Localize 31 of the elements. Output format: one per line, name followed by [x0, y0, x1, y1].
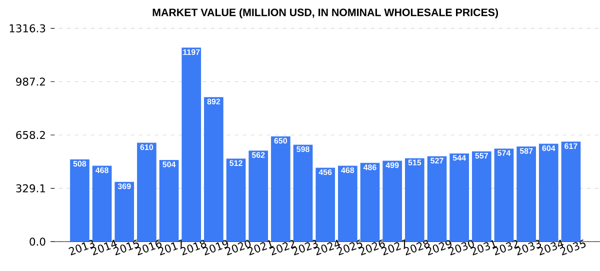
chart-title: MARKET VALUE (MILLION USD, IN NOMINAL WHOLESALE PRICES) — [152, 8, 498, 18]
bar — [494, 148, 514, 242]
data-label: 617 — [564, 143, 578, 149]
y-tick-label: 658.2 — [16, 130, 45, 140]
data-label: 486 — [363, 164, 376, 170]
data-label: 512 — [230, 160, 242, 166]
y-tick-label: 1316.3 — [10, 24, 46, 32]
data-label: 499 — [386, 162, 399, 168]
data-label: 468 — [95, 167, 108, 174]
data-label: 587 — [520, 148, 533, 154]
data-label: 527 — [430, 158, 444, 164]
data-label: 468 — [341, 167, 354, 174]
data-label: 574 — [498, 150, 511, 156]
data-label: 504 — [162, 162, 176, 168]
y-tick-label: 987.2 — [16, 78, 45, 86]
y-tick-label: 0.0 — [30, 238, 46, 246]
data-label: 369 — [118, 183, 131, 190]
data-label: 892 — [207, 98, 220, 104]
data-label: 515 — [408, 160, 422, 166]
data-label: 544 — [452, 155, 466, 161]
data-label: 1197 — [183, 49, 200, 55]
bar — [271, 136, 290, 242]
data-label: 604 — [542, 145, 556, 152]
data-label: 562 — [252, 152, 265, 158]
data-label: 610 — [140, 144, 154, 150]
data-label: 456 — [318, 169, 332, 176]
data-label: 557 — [475, 152, 488, 159]
data-label: 508 — [73, 160, 86, 167]
data-label: 598 — [296, 146, 310, 152]
data-label: 650 — [274, 138, 288, 144]
y-tick-label: 329.1 — [16, 184, 45, 192]
